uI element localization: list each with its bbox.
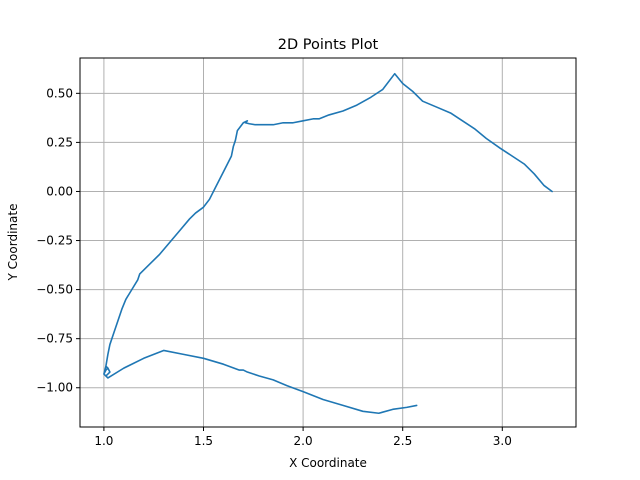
y-tick-label: 0.25 [46,135,73,149]
y-tick-label: −0.50 [36,283,73,297]
y-tick-label: −0.75 [36,332,73,346]
x-tick-label: 2.0 [294,434,313,448]
chart-title: 2D Points Plot [278,37,379,53]
y-axis-label: Y Coordinate [6,204,20,282]
grid-lines [80,58,576,427]
x-tick-label: 1.0 [94,434,113,448]
plot-frame [79,57,577,428]
x-tick-label: 1.5 [194,434,213,448]
y-tick-label: 0.50 [46,86,73,100]
x-tick-label: 3.0 [493,434,512,448]
y-tick-label: −1.00 [36,381,73,395]
plot-area [80,58,576,427]
x-tick-label: 2.5 [393,434,412,448]
data-series [103,72,553,415]
series-line-0 [103,72,553,415]
y-tick-label: 0.00 [46,184,73,198]
y-tick-label: −0.25 [36,234,73,248]
axis-ticks: 1.0 1.5 2.0 2.5 3.0 −1.00 −0.75 −0.50 −0.25 0.00 0… [36,86,512,448]
x-axis-label: X Coordinate [289,456,367,470]
